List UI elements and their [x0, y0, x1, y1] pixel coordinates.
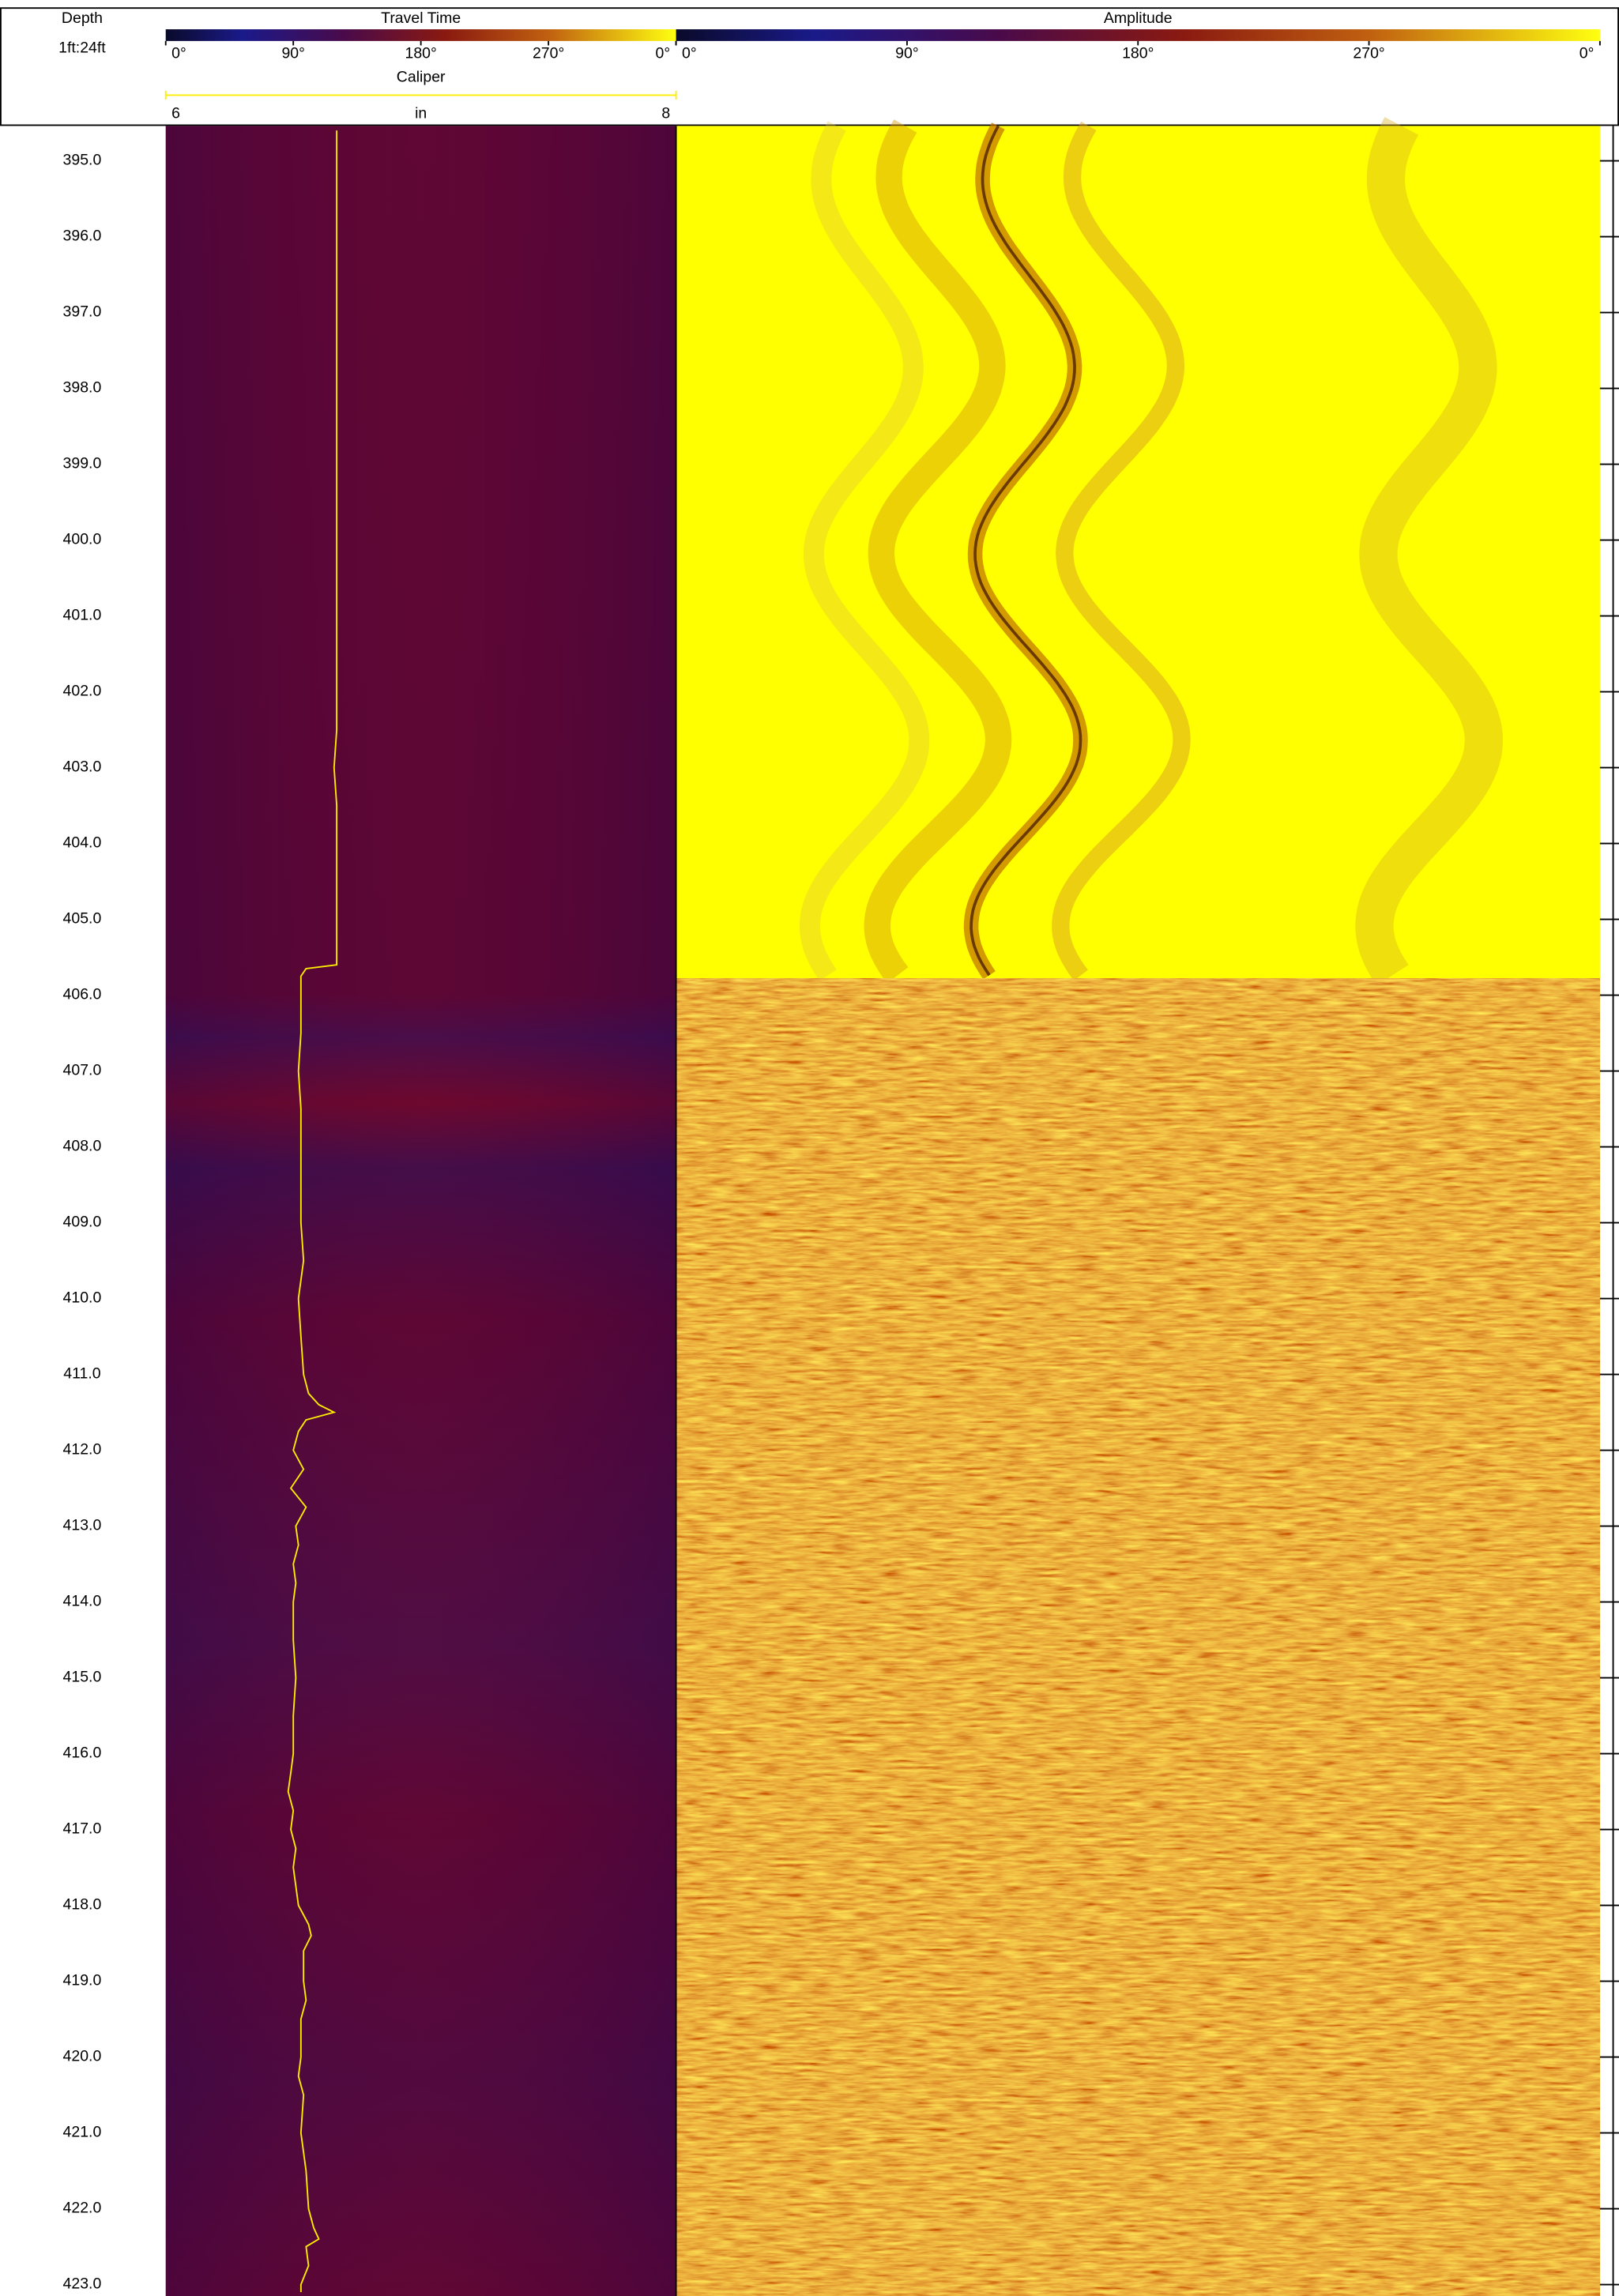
- caliper-unit: in: [415, 105, 427, 122]
- depth-label: 401.0: [63, 607, 102, 624]
- depth-label: 423.0: [63, 2275, 102, 2293]
- depth-label: 403.0: [63, 758, 102, 776]
- amplitude-band: [799, 121, 930, 981]
- depth-label: 398.0: [63, 379, 102, 397]
- track-title: Travel Time: [381, 9, 461, 27]
- depth-label: 421.0: [63, 2124, 102, 2141]
- depth-label: 422.0: [63, 2200, 102, 2217]
- depth-label: 411.0: [63, 1365, 100, 1383]
- depth-label: 408.0: [63, 1138, 102, 1155]
- caliper-tick-label: 6: [171, 105, 180, 122]
- colorbar-tick-label: 0°: [656, 45, 671, 62]
- amplitude-image-lower: [676, 978, 1600, 2296]
- depth-label: 412.0: [63, 1441, 102, 1459]
- colorbar-tick-label: 0°: [1579, 45, 1595, 62]
- depth-label: 404.0: [63, 834, 102, 852]
- depth-label: 406.0: [63, 986, 102, 1003]
- track-title: Amplitude: [1104, 9, 1173, 27]
- depth-label: 407.0: [63, 1062, 102, 1079]
- depth-label: 396.0: [63, 228, 102, 245]
- colorbar-tick-label: 90°: [281, 45, 304, 62]
- caliper-tick-label: 8: [661, 105, 670, 122]
- amplitude-band: [1355, 117, 1504, 986]
- amplitude-band: [864, 119, 1012, 984]
- depth-label: 410.0: [63, 1289, 102, 1307]
- colorbar-tick-label: 180°: [1122, 45, 1154, 62]
- depth-title: Depth: [62, 9, 103, 27]
- depth-label: 417.0: [63, 1820, 102, 1838]
- amplitude-image-upper: [676, 126, 1600, 979]
- colorbar-tick-label: 270°: [1353, 45, 1384, 62]
- header-frame: [0, 7, 1619, 126]
- colorbar-tick-label: 270°: [533, 45, 564, 62]
- colorbar-tick-label: 0°: [682, 45, 697, 62]
- depth-scale: 1ft:24ft: [58, 39, 106, 56]
- colorbar-tick-label: 90°: [895, 45, 918, 62]
- depth-label: 413.0: [63, 1517, 102, 1534]
- depth-label: 420.0: [63, 2048, 102, 2065]
- colorbar-tick-label: 180°: [405, 45, 437, 62]
- depth-label: 397.0: [63, 303, 102, 321]
- colorbar: [676, 29, 1600, 41]
- colorbar: [165, 29, 676, 41]
- depth-label: 418.0: [63, 1896, 102, 1914]
- depth-label: 399.0: [63, 455, 102, 472]
- depth-label: 400.0: [63, 531, 102, 548]
- depth-label: 395.0: [63, 152, 102, 169]
- depth-label: 409.0: [63, 1214, 102, 1231]
- depth-label: 402.0: [63, 683, 102, 700]
- amplitude-band: [970, 125, 1082, 977]
- amplitude-band: [1052, 121, 1191, 981]
- depth-label: 419.0: [63, 1972, 102, 1989]
- depth-label: 416.0: [63, 1745, 102, 1762]
- depth-label: 405.0: [63, 910, 102, 928]
- depth-label: 414.0: [63, 1593, 102, 1610]
- travel-time-shade: [165, 126, 676, 2296]
- depth-label: 415.0: [63, 1669, 102, 1686]
- amplitude-bands: [799, 117, 1504, 986]
- caliper-title: Caliper: [397, 68, 446, 85]
- colorbar-tick-label: 0°: [171, 45, 186, 62]
- caliper-curve: [287, 130, 338, 2293]
